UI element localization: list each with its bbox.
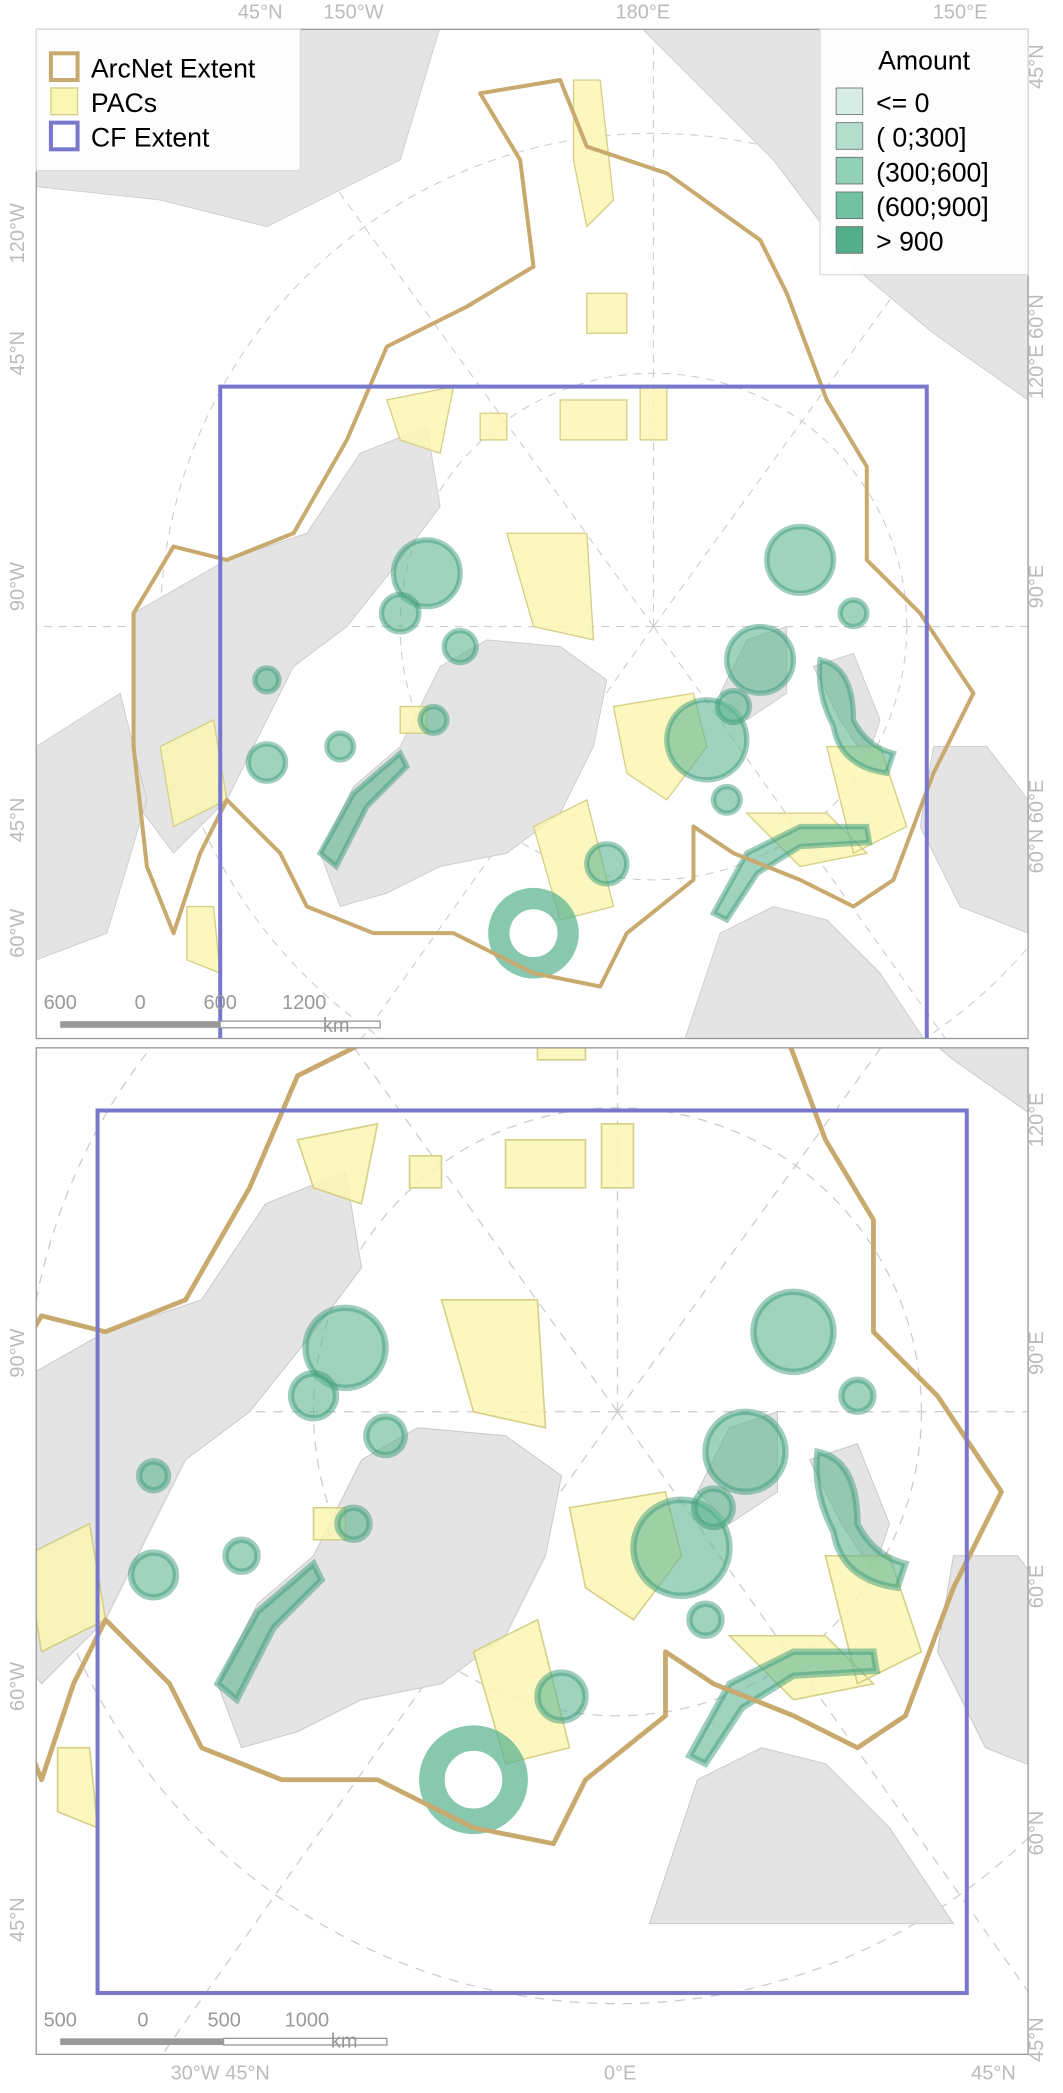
scale-label: 1000 xyxy=(285,2009,329,2031)
cf-extent xyxy=(95,1108,969,1996)
legend: ArcNet Extent PACs CF Extent xyxy=(35,28,301,172)
graticule-label: 150°E xyxy=(933,2,988,24)
graticule-label: 45°N xyxy=(238,2,283,24)
amount-legend-title: Amount xyxy=(878,45,970,75)
legend-label: PACs xyxy=(91,88,157,118)
graticule-label: 120°W xyxy=(7,203,29,263)
graticule-label: 180°E xyxy=(615,2,670,24)
graticule-label: 120°E xyxy=(1026,1092,1048,1147)
amount-swatch xyxy=(835,87,864,116)
amount-label: ( 0;300] xyxy=(876,123,966,153)
graticule-label: 45°N xyxy=(971,2063,1016,2085)
panel-frame xyxy=(35,1047,1029,2056)
graticule-label: 60°W xyxy=(7,1662,29,1711)
amount-label: (600;900] xyxy=(876,192,989,222)
amount-swatch xyxy=(835,122,864,150)
scale-label: 600 xyxy=(204,992,237,1014)
amount-legend: Amount <= 0 ( 0;300] (300;600] (600;900] > 9… xyxy=(819,28,1029,276)
graticule-label: 60°N 60°E xyxy=(1026,780,1048,874)
scale-bar xyxy=(222,2037,388,2046)
scale-label: km xyxy=(323,1015,350,1037)
amount-swatch xyxy=(835,226,864,254)
scale-label: km xyxy=(331,2031,358,2053)
scale-bar xyxy=(60,1021,221,1028)
cf-extent xyxy=(218,384,929,1039)
amount-swatch xyxy=(835,191,864,220)
graticule-label: 90°E xyxy=(1026,565,1048,609)
legend-label: ArcNet Extent xyxy=(91,53,256,83)
graticule-label: 90°W xyxy=(7,1328,29,1377)
graticule-label: 120°E 60°N xyxy=(1026,294,1048,399)
graticule-label: 45°N xyxy=(1026,2017,1048,2062)
scale-label: 500 xyxy=(44,2009,77,2031)
graticule-label: 0°E xyxy=(604,2063,636,2085)
panel-frame xyxy=(35,28,1029,1040)
amount-label: (300;600] xyxy=(876,157,989,187)
graticule-label: 150°W xyxy=(323,2,383,24)
amount-swatch xyxy=(835,156,864,185)
scale-label: 1200 xyxy=(282,992,326,1014)
amount-label: > 900 xyxy=(876,227,943,257)
scale-label: 0 xyxy=(135,992,146,1014)
map-panel-1 xyxy=(0,0,1063,1039)
amount-label: <= 0 xyxy=(876,88,929,118)
graticule-label: 45°N xyxy=(1026,44,1048,89)
map-panel-2 xyxy=(0,500,1063,2093)
legend-label: CF Extent xyxy=(91,123,210,153)
graticule-label: 90°W xyxy=(7,562,29,611)
graticule-label: 90°E xyxy=(1026,1331,1048,1375)
scale-bar xyxy=(60,2038,224,2046)
graticule-label: 45°N xyxy=(7,1897,29,1942)
scale-bar xyxy=(219,1020,381,1029)
graticule-label: 45°N xyxy=(7,798,29,843)
scale-label: 0 xyxy=(137,2009,148,2031)
graticule-label: 60°E xyxy=(1026,1565,1048,1609)
scale-label: 500 xyxy=(208,2009,241,2031)
graticule-label: 30°W 45°N xyxy=(171,2063,270,2085)
graticule-label: 60°N xyxy=(1026,1811,1048,1856)
scale-label: 600 xyxy=(44,992,77,1014)
graticule-label: 60°W xyxy=(7,909,29,958)
graticule-label: 45°N xyxy=(7,331,29,376)
